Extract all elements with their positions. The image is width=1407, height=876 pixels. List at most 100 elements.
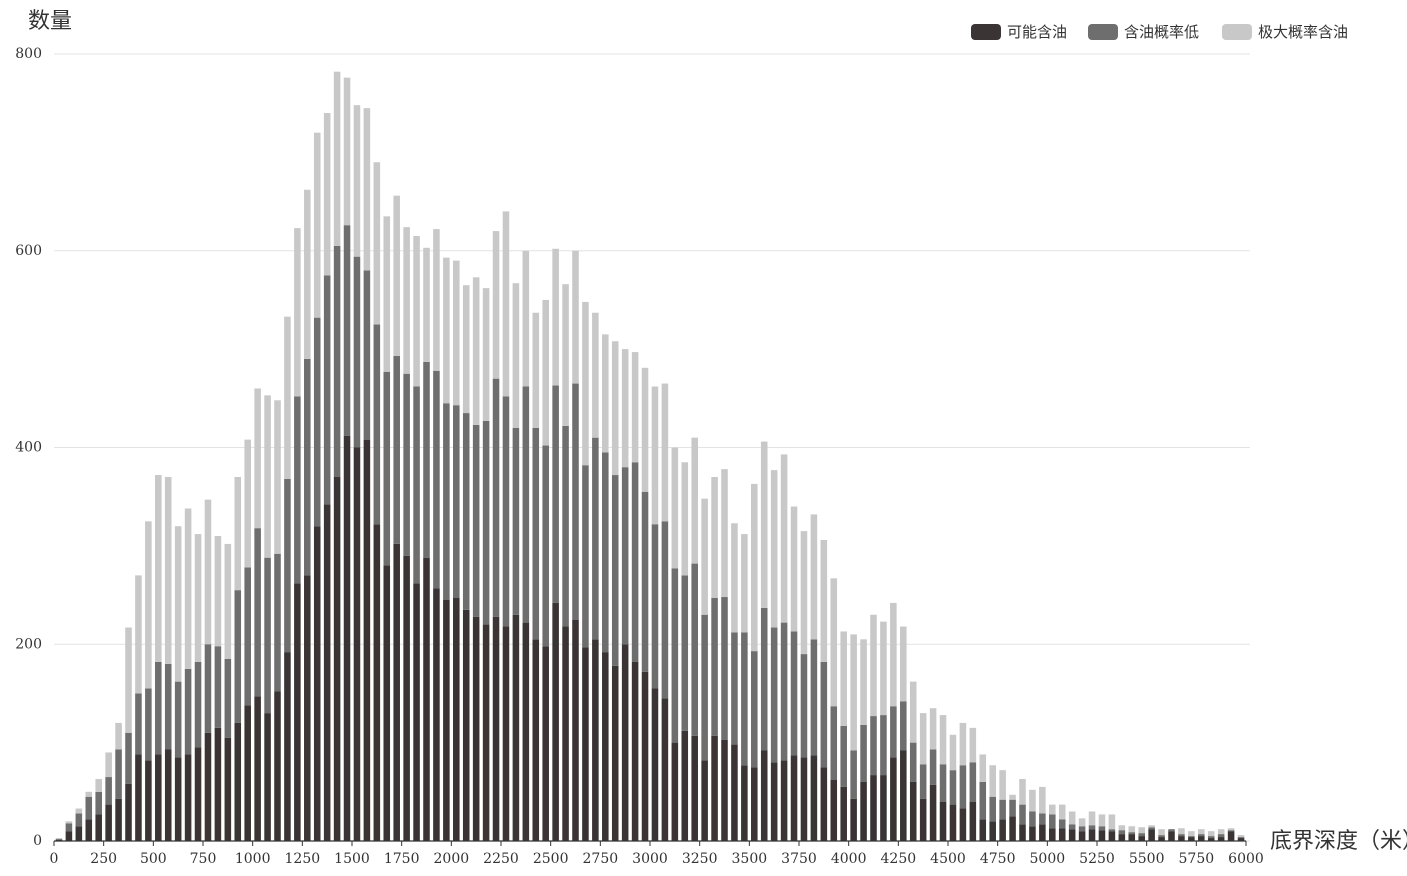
- bar-segment: [1039, 824, 1046, 841]
- bar-segment: [1198, 834, 1205, 837]
- bar-segment: [105, 777, 112, 805]
- bar-segment: [224, 543, 232, 660]
- legend: 可能含油 含油概率低 极大概率含油: [971, 23, 1348, 41]
- bar-segment: [294, 583, 301, 841]
- bar-segment: [552, 602, 559, 841]
- bar-segment: [850, 750, 857, 799]
- bar-segment: [244, 705, 251, 841]
- bar-segment: [462, 285, 470, 414]
- bar-segment: [1098, 814, 1106, 827]
- bar-segment: [741, 632, 748, 766]
- bar-segment: [85, 796, 93, 820]
- bar-segment: [1058, 804, 1066, 820]
- bar-segment: [959, 722, 967, 766]
- bar-segment: [790, 631, 798, 756]
- bar-segment: [552, 385, 559, 603]
- bar-segment: [304, 358, 311, 576]
- bar-segment: [1108, 829, 1116, 832]
- bar-segment: [512, 283, 520, 428]
- bar-segment: [681, 575, 689, 731]
- bar-segment: [820, 661, 828, 768]
- bar-segment: [900, 626, 907, 702]
- bar-segment: [502, 626, 510, 841]
- bar-segment: [820, 539, 828, 662]
- bar-segment: [453, 405, 460, 599]
- x-tick-label: 4250: [881, 851, 917, 867]
- bar-segment: [1198, 829, 1205, 835]
- bar-segment: [164, 749, 172, 841]
- bar-segment: [1207, 831, 1215, 837]
- bar-segment: [760, 607, 768, 751]
- bar-segment: [711, 598, 718, 736]
- bar-segment: [1108, 814, 1116, 830]
- bar-segment: [1118, 834, 1126, 841]
- bar-segment: [621, 349, 629, 468]
- bar-segment: [105, 752, 112, 778]
- bar-segment: [145, 760, 152, 841]
- bar-segment: [184, 668, 192, 755]
- y-tick-label: 400: [15, 440, 42, 456]
- bar-segment: [75, 808, 83, 814]
- bar-segment: [989, 796, 996, 822]
- bar-segment: [562, 626, 569, 841]
- bar-segment: [1188, 836, 1195, 838]
- bar-segment: [363, 108, 371, 271]
- bar-segment: [830, 706, 838, 781]
- bar-segment: [184, 508, 192, 669]
- bar-segment: [1148, 829, 1155, 841]
- bar-segment: [254, 696, 261, 841]
- bar-segment: [532, 427, 540, 640]
- bar-segment: [373, 324, 381, 525]
- bar-segment: [1068, 829, 1076, 841]
- bar-segment: [989, 765, 996, 797]
- bar-segment: [582, 465, 589, 648]
- bar-segment: [1237, 837, 1245, 839]
- bar-segment: [145, 521, 152, 689]
- bar-segment: [582, 647, 589, 841]
- bar-segment: [244, 439, 251, 568]
- bar-segment: [343, 77, 351, 226]
- bar-segment: [174, 526, 182, 682]
- bar-segment: [155, 475, 162, 662]
- bar-segment: [1009, 794, 1016, 800]
- x-tick-label: 1000: [235, 851, 271, 867]
- bar-segment: [135, 693, 142, 755]
- legend-swatch: [1088, 24, 1118, 40]
- bar-segment: [979, 754, 987, 782]
- bar-segment: [1138, 827, 1145, 834]
- bar-segment: [1178, 834, 1185, 837]
- bar-segment: [164, 477, 172, 664]
- x-tick-label: 3250: [682, 851, 718, 867]
- bar-segment: [701, 760, 708, 841]
- bar-segment: [592, 312, 599, 438]
- bar-segment: [304, 189, 311, 359]
- legend-label: 可能含油: [1007, 23, 1067, 41]
- bar-segment: [602, 334, 609, 453]
- bar-segment: [989, 821, 996, 841]
- bar-segment: [1148, 825, 1155, 828]
- bar-segment: [1168, 831, 1175, 841]
- x-tick-label: 4750: [980, 851, 1016, 867]
- bar-segment: [1207, 836, 1215, 839]
- bar-segment: [691, 563, 698, 736]
- bar-segment: [770, 627, 778, 763]
- bar-segment: [462, 413, 470, 610]
- bar-segment: [760, 441, 768, 608]
- bar-segment: [512, 427, 520, 615]
- bar-segment: [999, 819, 1006, 841]
- bar-segment: [174, 681, 182, 758]
- bar-segment: [820, 767, 828, 841]
- x-tick-label: 5250: [1079, 851, 1115, 867]
- bar-segment: [1148, 827, 1155, 830]
- bar-segment: [929, 708, 937, 750]
- bar-segment: [850, 634, 857, 751]
- bar-segment: [562, 284, 569, 426]
- bar-segment: [55, 839, 63, 841]
- bar-segment: [592, 639, 599, 841]
- bar-segment: [1019, 804, 1026, 825]
- bar-segment: [353, 447, 361, 841]
- legend-label: 极大概率含油: [1258, 23, 1348, 41]
- x-tick-label: 2500: [533, 851, 569, 867]
- bar-segment: [860, 639, 867, 725]
- bar-segment: [75, 813, 83, 827]
